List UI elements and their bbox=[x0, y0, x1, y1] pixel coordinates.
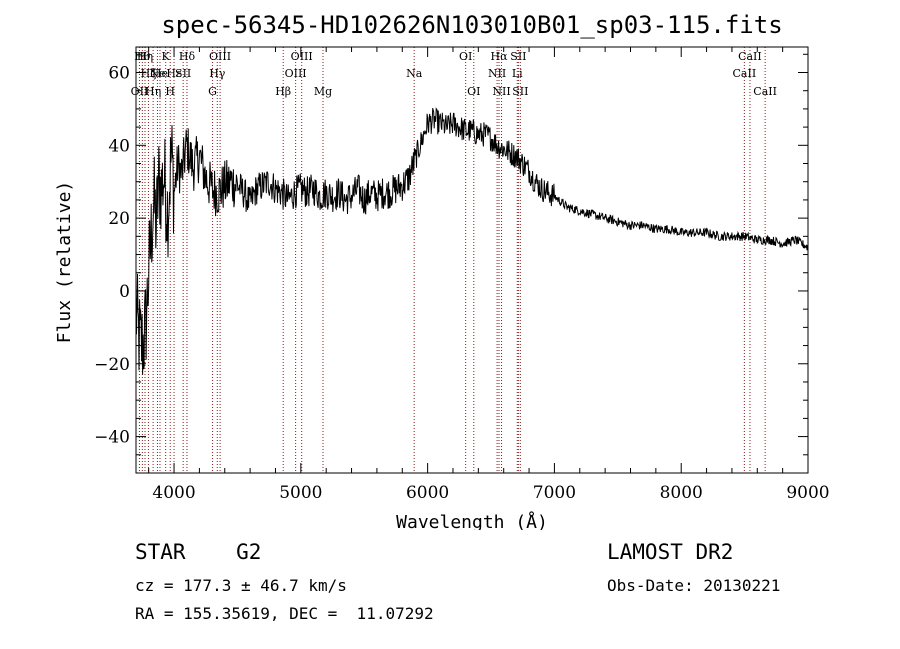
chart-title: spec-56345-HD102626N103010B01_sp03-115.f… bbox=[161, 11, 782, 39]
y-axis-label: Flux (relative) bbox=[54, 181, 75, 344]
line-label: Hδ bbox=[179, 50, 196, 63]
survey-name: LAMOST DR2 bbox=[607, 540, 734, 564]
x-tick-label: 8000 bbox=[660, 483, 703, 503]
line-label: Hη bbox=[137, 50, 153, 63]
redshift-info: cz = 177.3 ± 46.7 km/s bbox=[135, 576, 347, 595]
line-label: OI bbox=[459, 50, 472, 63]
line-label: Hη bbox=[145, 85, 161, 98]
line-label: NII bbox=[492, 85, 510, 98]
line-label: SII bbox=[510, 50, 526, 63]
line-label: OIII bbox=[285, 67, 307, 80]
x-tick-label: 4000 bbox=[152, 483, 195, 503]
line-label: K bbox=[162, 50, 171, 63]
line-label: Hβ bbox=[275, 85, 291, 98]
line-label: He bbox=[152, 67, 168, 80]
line-label: Na bbox=[406, 67, 423, 80]
spectrum-chart: spec-56345-HD102626N103010B01_sp03-115.f… bbox=[54, 11, 830, 530]
y-tick-label: −20 bbox=[94, 355, 130, 375]
y-tick-label: −40 bbox=[94, 428, 130, 448]
line-label: OII bbox=[131, 85, 149, 98]
x-tick-label: 5000 bbox=[279, 483, 322, 503]
line-label: Hζ bbox=[141, 67, 157, 80]
x-axis: 4000 5000 6000 7000 8000 9000 bbox=[148, 47, 830, 503]
x-axis-label: Wavelength (Å) bbox=[396, 511, 548, 530]
line-label: Mg bbox=[314, 85, 332, 98]
plot-frame bbox=[135, 46, 809, 474]
line-label: CaII bbox=[733, 67, 757, 80]
object-class: STAR G2 bbox=[135, 540, 262, 564]
line-label: SII bbox=[512, 85, 528, 98]
line-label: G bbox=[208, 85, 217, 98]
spectral-line-markers bbox=[138, 47, 766, 473]
line-label: OI bbox=[467, 85, 480, 98]
line-label: CaII bbox=[738, 50, 762, 63]
observation-date: Obs-Date: 20130221 bbox=[607, 576, 781, 595]
line-label: NII bbox=[488, 67, 506, 80]
line-label: Hε bbox=[166, 67, 182, 80]
x-tick-label: 9000 bbox=[786, 483, 829, 503]
line-label: H bbox=[165, 85, 175, 98]
spectral-line-labels: OIIHθHηHζHηNeHeKHHεSIIHδGHγOIIIHβOIIIOII… bbox=[131, 50, 777, 98]
line-label: Hθ bbox=[134, 50, 151, 63]
line-label: CaII bbox=[753, 85, 777, 98]
y-tick-label: 40 bbox=[108, 136, 130, 156]
y-tick-label: 60 bbox=[108, 63, 130, 83]
line-label: Hγ bbox=[209, 67, 226, 80]
coordinates-info: RA = 155.35619, DEC = 11.07292 bbox=[135, 604, 434, 623]
line-label: Li bbox=[512, 67, 523, 80]
y-tick-label: 20 bbox=[108, 209, 130, 229]
line-label: Hα bbox=[490, 50, 508, 63]
line-label: Ne bbox=[149, 67, 165, 80]
line-label: OIII bbox=[209, 50, 231, 63]
line-label: SII bbox=[175, 67, 191, 80]
x-tick-label: 7000 bbox=[533, 483, 576, 503]
x-tick-label: 6000 bbox=[406, 483, 449, 503]
y-axis: −40 −20 0 20 40 60 bbox=[94, 53, 808, 456]
y-tick-label: 0 bbox=[119, 282, 130, 302]
line-label: OIII bbox=[291, 50, 313, 63]
spectrum-line bbox=[135, 107, 809, 375]
